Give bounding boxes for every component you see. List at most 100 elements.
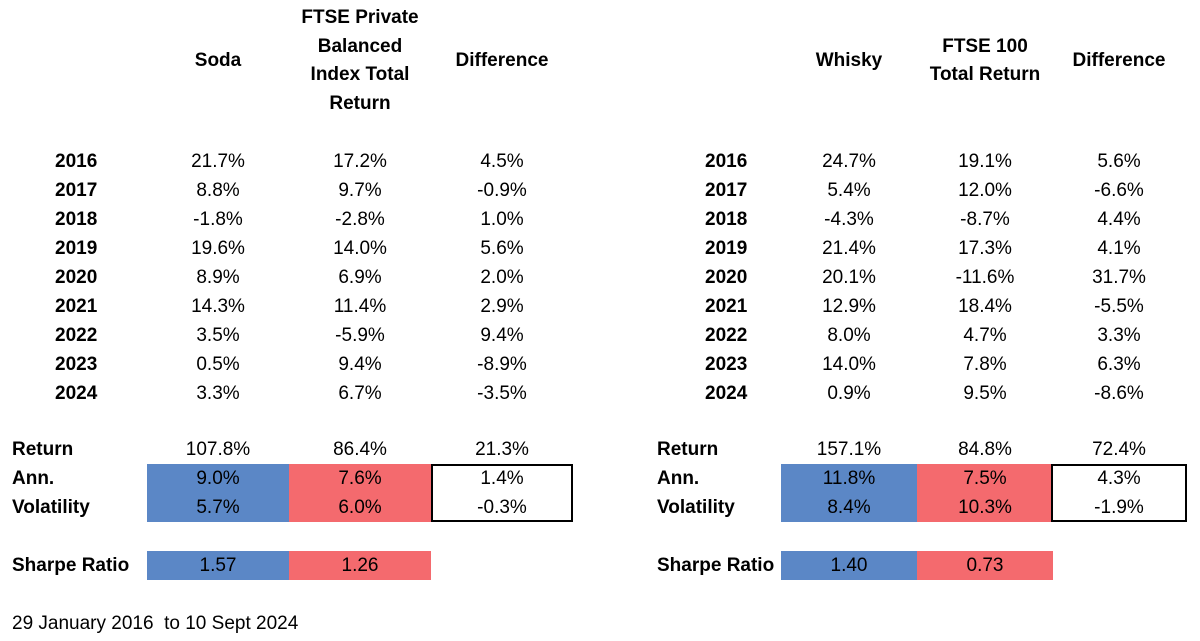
table-cell: 0.5% (196, 354, 240, 375)
difference-highlight-box (431, 464, 573, 522)
row-label: Ann. (657, 468, 700, 489)
year-row: 2018 -1.8% -2.8% 1.0% (0, 205, 600, 234)
table-cell: 21.4% (822, 238, 876, 259)
table-cell: 0.73 (917, 551, 1053, 580)
row-label: 2020 (705, 267, 748, 288)
table-cell: 6.3% (1097, 354, 1141, 375)
year-row: 2022 8.0% 4.7% 3.3% (645, 321, 1200, 350)
row-label: 2023 (705, 354, 748, 375)
table-cell: 10.3% (917, 493, 1053, 522)
soda-comparison-table: Soda FTSE Private Balanced Index Total Retur… (0, 6, 600, 580)
table-cell: 11.8% (781, 464, 917, 493)
row-label: 2018 (55, 209, 98, 230)
table-cell: 1.0% (480, 209, 524, 230)
column-header-line: Balanced (317, 35, 403, 57)
row-label: Sharpe Ratio (657, 555, 775, 576)
table-cell: 8.0% (827, 325, 871, 346)
table-cell: -8.9% (477, 354, 527, 375)
row-label: Ann. (12, 468, 55, 489)
row-label: Volatility (12, 497, 90, 518)
column-header-line: Index Total (310, 64, 410, 85)
table-cell: 3.5% (196, 325, 240, 346)
year-row: 2017 5.4% 12.0% -6.6% (645, 176, 1200, 205)
table-cell: 12.0% (958, 180, 1012, 201)
column-header-line: Soda (194, 49, 242, 71)
year-row: 2019 19.6% 14.0% 5.6% (0, 234, 600, 263)
row-label: 2016 (705, 151, 748, 172)
table-cell: 4.1% (1097, 238, 1141, 259)
sharpe-ratio-row: Sharpe Ratio 1.57 1.26 (0, 551, 600, 580)
column-header: FTSE Private Balanced Index Total Return (280, 6, 440, 116)
summary-row: Ann. 9.0% 7.6% 1.4% (0, 464, 600, 493)
row-label: 2017 (705, 180, 748, 201)
table-cell: -1.8% (193, 209, 243, 230)
table-cell: 7.5% (917, 464, 1053, 493)
table-cell: 21.7% (191, 151, 245, 172)
table-cell: 1.40 (781, 551, 917, 580)
year-row: 2023 14.0% 7.8% 6.3% (645, 350, 1200, 379)
column-header-line: FTSE Private (301, 7, 419, 28)
row-label: 2017 (55, 180, 98, 201)
summary-row: Volatility 5.7% 6.0% -0.3% (0, 493, 600, 522)
column-header-line: Return (329, 92, 391, 114)
table-cell: 19.6% (191, 238, 245, 259)
year-row: 2024 0.9% 9.5% -8.6% (645, 379, 1200, 408)
year-row: 2022 3.5% -5.9% 9.4% (0, 321, 600, 350)
table-cell: -0.3% (477, 497, 527, 518)
table-cell: 6.7% (338, 383, 382, 404)
date-range-footnote: 29 January 2016 to 10 Sept 2024 (12, 613, 299, 634)
year-row: 2020 20.1% -11.6% 31.7% (645, 263, 1200, 292)
table-cell: 4.4% (1097, 209, 1141, 230)
table-cell: 9.0% (147, 464, 289, 493)
year-row: 2024 3.3% 6.7% -3.5% (0, 379, 600, 408)
table-cell: 4.7% (963, 325, 1007, 346)
table-cell: -5.5% (1094, 296, 1144, 317)
table-cell: 20.1% (822, 267, 876, 288)
table-cell: -1.9% (1094, 497, 1144, 518)
row-label: 2019 (55, 238, 98, 259)
column-header-line: Difference (455, 49, 549, 71)
table-cell: 9.4% (338, 354, 382, 375)
table-cell: 19.1% (958, 151, 1012, 172)
row-label: 2016 (55, 151, 98, 172)
row-label: Volatility (657, 497, 735, 518)
table-cell: 4.5% (480, 151, 524, 172)
whisky-comparison-table: Whisky FTSE 100 Total Return Difference 2016… (645, 0, 1200, 641)
table-cell: 12.9% (822, 296, 876, 317)
row-label: 2018 (705, 209, 748, 230)
table-cell: 107.8% (185, 439, 251, 460)
row-label: 2020 (55, 267, 98, 288)
row-label: 2023 (55, 354, 98, 375)
table-cell: 5.4% (827, 180, 871, 201)
year-row: 2021 12.9% 18.4% -5.5% (645, 292, 1200, 321)
table-cell: 9.5% (963, 383, 1007, 404)
row-label: 2021 (55, 296, 98, 317)
table-cell: 21.3% (475, 439, 529, 460)
difference-highlight-box (1051, 464, 1187, 522)
row-label: 2024 (705, 383, 748, 404)
table-cell: 2.0% (480, 267, 524, 288)
column-header: Difference (1039, 6, 1199, 116)
column-header: Soda (138, 6, 298, 116)
table-cell: 5.6% (1097, 151, 1141, 172)
table-cell: 5.7% (147, 493, 289, 522)
table-cell: 8.4% (781, 493, 917, 522)
table-cell: -2.8% (335, 209, 385, 230)
table-cell: 7.6% (289, 464, 431, 493)
column-header-line: Difference (1072, 49, 1166, 71)
table-cell: 6.9% (338, 267, 382, 288)
table-cell: 14.3% (191, 296, 245, 317)
table-cell: -3.5% (477, 383, 527, 404)
year-row: 2017 8.8% 9.7% -0.9% (0, 176, 600, 205)
column-header-line: Total Return (929, 64, 1041, 85)
table-cell: 9.7% (338, 180, 382, 201)
table-cell: 157.1% (816, 439, 882, 460)
row-label: 2024 (55, 383, 98, 404)
table-cell: 14.0% (333, 238, 387, 259)
summary-row: Ann. 11.8% 7.5% 4.3% (645, 464, 1200, 493)
table-cell: 7.8% (963, 354, 1007, 375)
table-cell: 11.4% (333, 296, 387, 317)
table-cell: 9.4% (480, 325, 524, 346)
table-cell: 3.3% (1097, 325, 1141, 346)
table-cell: 3.3% (196, 383, 240, 404)
